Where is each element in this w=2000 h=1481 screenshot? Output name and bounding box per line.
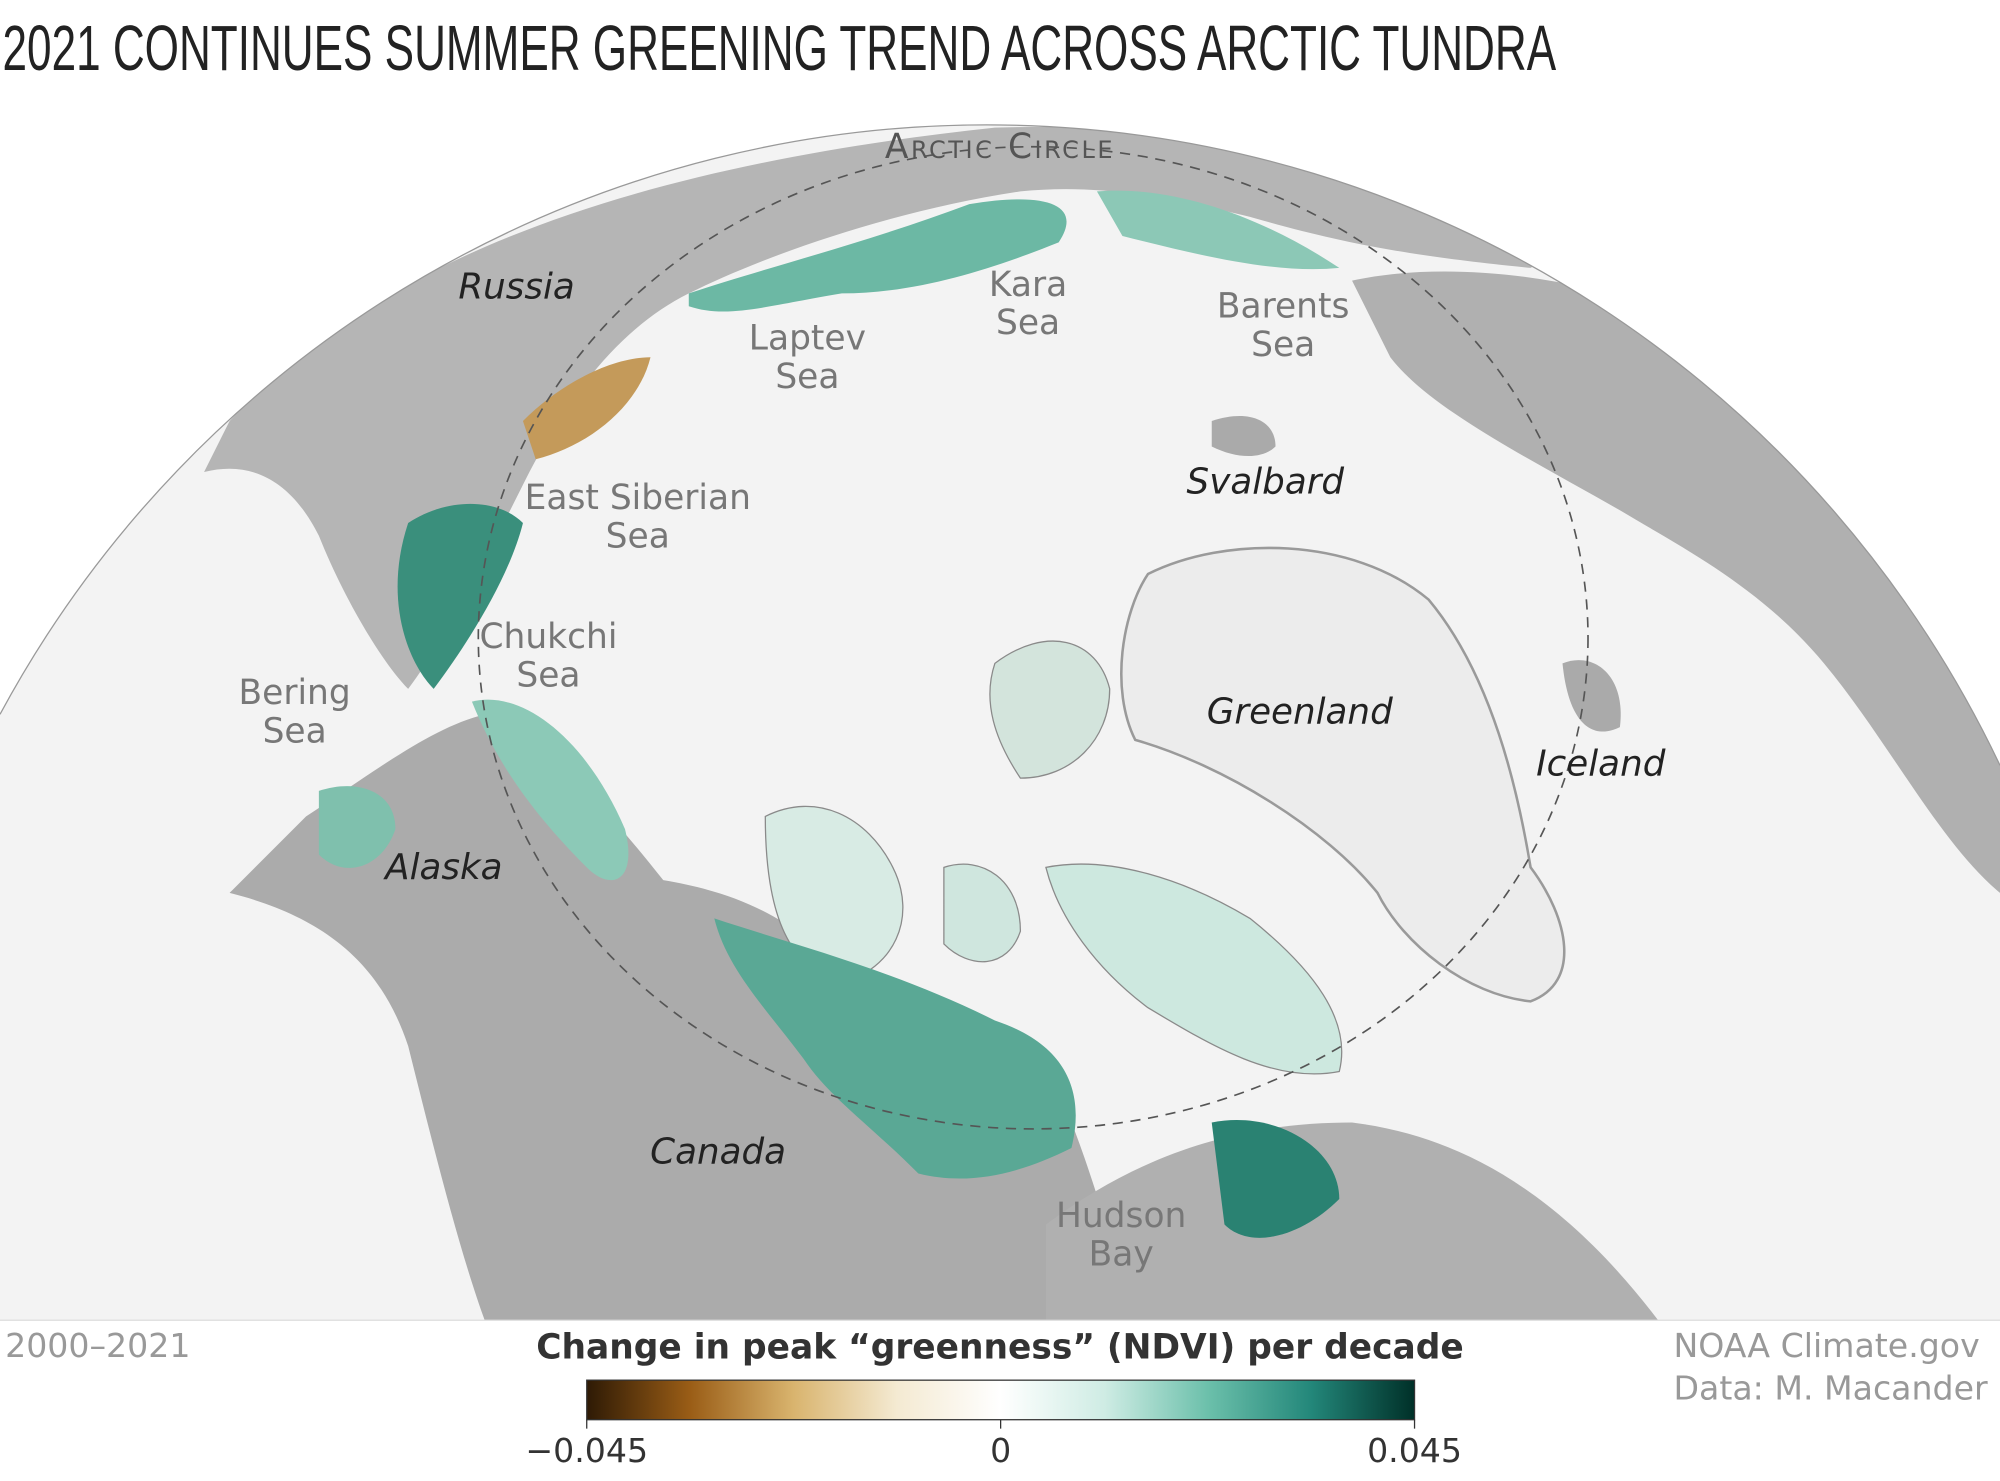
sea-label: Hudson	[1056, 1196, 1186, 1236]
colorbar-tick-label: 0	[990, 1431, 1011, 1470]
sea-label: Laptev	[749, 319, 866, 359]
sea-label: East Siberian	[525, 478, 751, 518]
title: 2021 CONTINUES SUMMER GREENING TREND ACR…	[3, 12, 1557, 84]
sea-label: Bering	[239, 673, 351, 713]
credit: Data: M. Macander	[1673, 1368, 1987, 1407]
sea-label: Barents	[1217, 287, 1350, 327]
sea-label: Chukchi	[480, 617, 618, 657]
colorbar-title: Change in peak “greenness” (NDVI) per de…	[536, 1327, 1464, 1367]
arctic-circle-label: Arctic Circle	[885, 127, 1115, 167]
sea-label: Sea	[263, 711, 327, 751]
place-label: Iceland	[1536, 744, 1666, 785]
date-range: 2000–2021	[5, 1326, 190, 1365]
place-label: Alaska	[383, 847, 502, 888]
sea-label: Kara	[989, 265, 1067, 305]
globe	[0, 124, 2000, 1321]
arctic-circle-line	[477, 145, 1589, 1130]
place-label: Greenland	[1207, 691, 1393, 732]
sea-label: Sea	[606, 516, 670, 556]
place-label: Svalbard	[1187, 462, 1345, 503]
sea-label: Sea	[1251, 325, 1315, 365]
sea-label: Sea	[996, 303, 1060, 343]
place-label: Canada	[650, 1131, 786, 1172]
sea-label: Sea	[516, 655, 580, 695]
colorbar-tick-label: −0.045	[525, 1431, 648, 1470]
colorbar-tick-label: 0.045	[1367, 1431, 1462, 1470]
sea-label: Sea	[775, 357, 839, 397]
sea-label: Bay	[1089, 1234, 1154, 1274]
colorbar	[586, 1379, 1416, 1421]
credit: NOAA Climate.gov	[1673, 1326, 1979, 1365]
place-label: Russia	[458, 267, 574, 308]
globe-edge	[0, 124, 2000, 766]
